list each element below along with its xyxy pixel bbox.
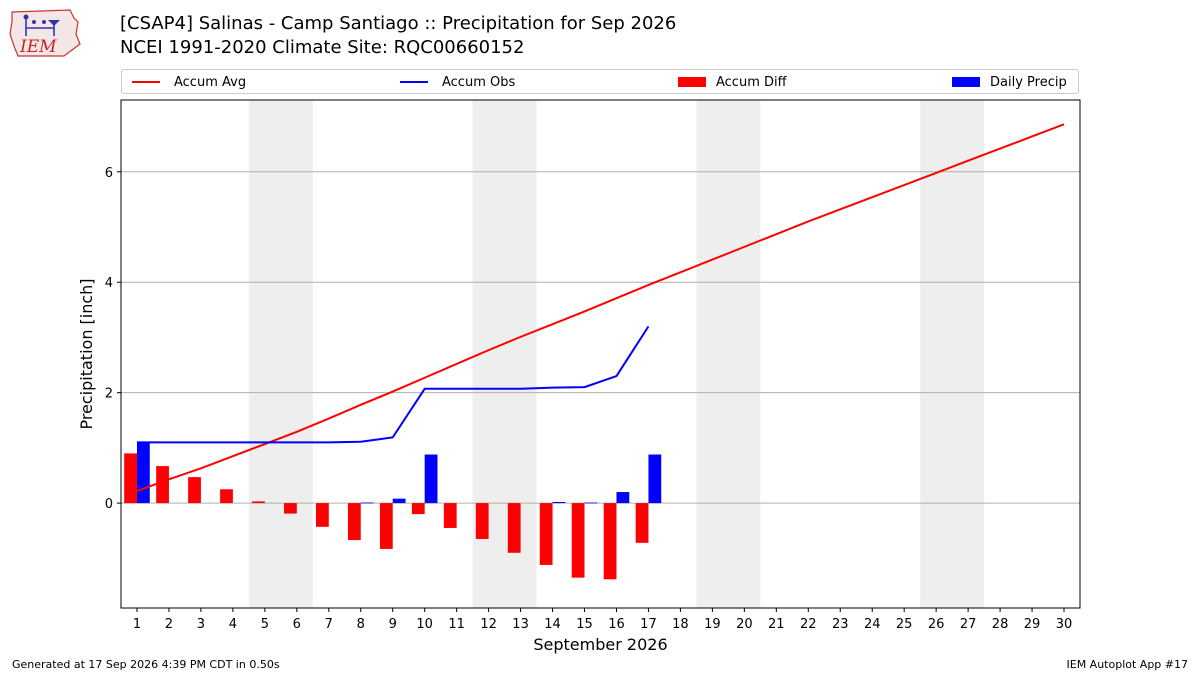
x-tick-label: 15 [576, 617, 593, 632]
x-tick-label: 5 [261, 617, 269, 632]
daily-precip-bar [392, 498, 406, 504]
accum-diff-bar [347, 503, 361, 541]
accum-diff-bar [252, 501, 265, 504]
accum-diff-bar [188, 477, 201, 504]
y-tick-label: 2 [105, 387, 113, 402]
legend-item-accum-diff: Accum Diff [678, 73, 787, 91]
x-tick-label: 12 [480, 617, 497, 632]
legend: Accum Avg Accum Obs Accum Diff Daily Pre… [121, 69, 1079, 94]
x-tick-label: 4 [229, 617, 237, 632]
x-tick-label: 28 [992, 617, 1009, 632]
x-tick-label: 9 [389, 617, 397, 632]
x-tick-label: 23 [832, 617, 849, 632]
weekend-shade [696, 100, 761, 608]
legend-label: Accum Obs [442, 74, 516, 90]
daily-precip-bar [648, 454, 662, 504]
daily-precip-bar [552, 501, 566, 504]
x-tick-label: 29 [1024, 617, 1041, 632]
legend-label: Accum Diff [716, 74, 787, 90]
accum-diff-bar [379, 503, 393, 549]
accum-diff-bar [220, 489, 233, 504]
x-tick-label: 20 [736, 617, 753, 632]
iem-logo: IEM [8, 6, 82, 62]
daily-precip-bar [424, 454, 438, 504]
x-tick-label: 19 [704, 617, 721, 632]
daily-precip-bar [360, 502, 374, 504]
x-tick-label: 25 [896, 617, 913, 632]
chart-title: [CSAP4] Salinas - Camp Santiago :: Preci… [120, 13, 677, 34]
legend-label: Daily Precip [990, 74, 1067, 90]
chart-subtitle: NCEI 1991-2020 Climate Site: RQC00660152 [120, 37, 525, 58]
x-tick-label: 2 [165, 617, 173, 632]
daily-precip-bar [616, 492, 630, 504]
accum-diff-bar [571, 503, 585, 578]
x-tick-label: 22 [800, 617, 817, 632]
plot-frame [120, 99, 1081, 609]
legend-item-daily-precip: Daily Precip [952, 73, 1067, 91]
daily-precip-bar [584, 502, 598, 504]
y-tick-label: 6 [105, 166, 113, 181]
daily-precip-bar [136, 442, 150, 504]
x-tick-label: 10 [416, 617, 433, 632]
generated-timestamp: Generated at 17 Sep 2026 4:39 PM CDT in … [12, 658, 280, 671]
x-axis-label: September 2026 [533, 635, 667, 654]
x-tick-label: 8 [357, 617, 365, 632]
accum-diff-bar [411, 503, 425, 515]
app-label: IEM Autoplot App #17 [1066, 658, 1189, 671]
accum-diff-bar [443, 503, 457, 528]
x-tick-label: 14 [544, 617, 561, 632]
legend-swatch [400, 81, 428, 83]
legend-item-accum-obs: Accum Obs [400, 73, 515, 91]
accum-diff-bar [124, 453, 137, 504]
x-tick-label: 13 [512, 617, 529, 632]
weekend-shade [248, 100, 313, 608]
x-tick-label: 21 [768, 617, 785, 632]
accum-diff-bar [475, 503, 489, 539]
x-tick-label: 11 [448, 617, 465, 632]
weekend-shade [920, 100, 985, 608]
accum-diff-bar [156, 466, 169, 504]
x-tick-label: 7 [325, 617, 333, 632]
x-tick-label: 6 [293, 617, 301, 632]
logo-text: IEM [19, 37, 57, 57]
accum-diff-bar [315, 503, 329, 527]
accum-diff-bar [539, 503, 553, 565]
x-tick-label: 1 [133, 617, 141, 632]
x-tick-label: 30 [1056, 617, 1073, 632]
x-tick-label: 3 [197, 617, 205, 632]
x-tick-label: 16 [608, 617, 625, 632]
y-tick-label: 0 [105, 497, 113, 512]
x-tick-label: 26 [928, 617, 945, 632]
legend-swatch [952, 77, 980, 87]
accum-diff-bar [635, 503, 649, 543]
accum-diff-bar [284, 503, 297, 514]
accum-diff-bar [507, 503, 521, 553]
accum-avg-line [136, 123, 1065, 492]
x-tick-label: 18 [672, 617, 689, 632]
legend-label: Accum Avg [174, 74, 247, 90]
legend-item-accum-avg: Accum Avg [132, 73, 246, 91]
y-axis-label: Precipitation [inch] [77, 278, 96, 429]
accum-obs-line [136, 325, 650, 444]
legend-swatch [678, 77, 706, 87]
x-tick-label: 17 [640, 617, 657, 632]
accum-diff-bar [603, 503, 617, 580]
x-tick-label: 24 [864, 617, 881, 632]
x-tick-label: 27 [960, 617, 977, 632]
y-tick-label: 4 [105, 276, 113, 291]
legend-swatch [132, 81, 160, 83]
